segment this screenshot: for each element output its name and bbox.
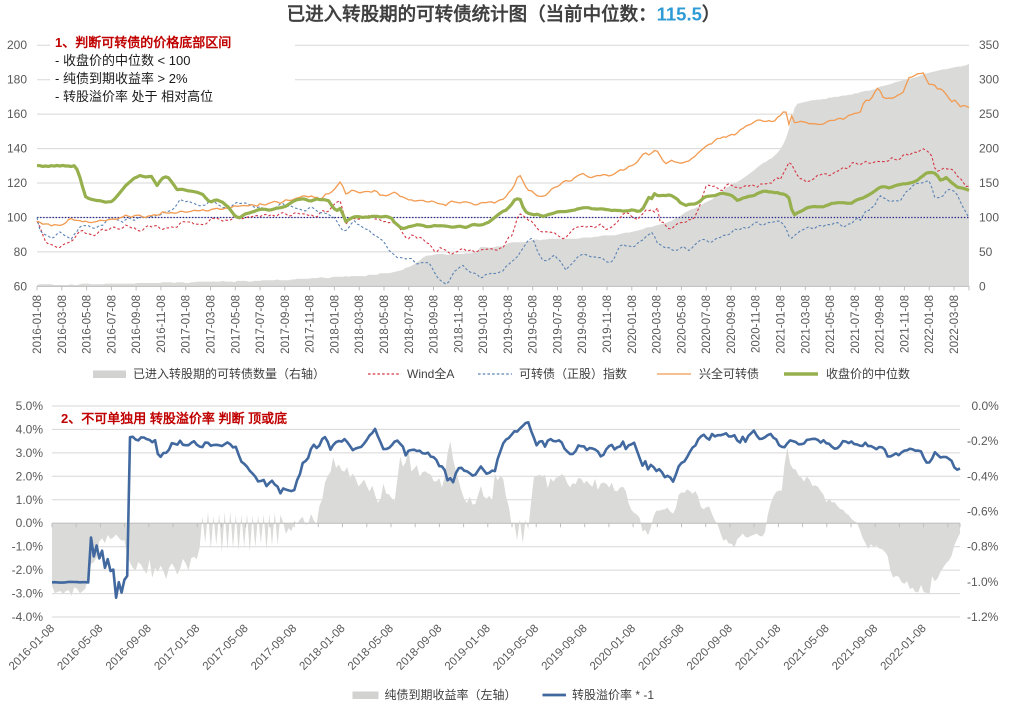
svg-text:-0.4%: -0.4% (967, 469, 999, 483)
svg-text:2018-03-08: 2018-03-08 (354, 295, 366, 354)
svg-text:2021-01-08: 2021-01-08 (776, 295, 788, 354)
svg-text:2019-09-08: 2019-09-08 (577, 295, 589, 354)
svg-text:2019-05-08: 2019-05-08 (528, 295, 540, 354)
svg-text:2016-05-08: 2016-05-08 (82, 295, 94, 354)
svg-text:200: 200 (979, 142, 999, 156)
svg-text:200: 200 (7, 38, 27, 52)
svg-text:80: 80 (14, 245, 28, 259)
svg-text:转股溢价率 * -1: 转股溢价率 * -1 (572, 687, 654, 702)
svg-text:2020-01-08: 2020-01-08 (627, 295, 639, 354)
svg-text:纯债到期收益率（左轴）: 纯债到期收益率（左轴） (385, 687, 517, 702)
svg-text:2020-07-08: 2020-07-08 (701, 295, 713, 354)
svg-text:100: 100 (979, 211, 999, 225)
svg-text:- 收盘价的中位数 < 100: - 收盘价的中位数 < 100 (55, 53, 190, 68)
svg-text:2021-09-08: 2021-09-08 (875, 295, 887, 354)
svg-text:0.0%: 0.0% (16, 516, 44, 530)
svg-text:2018-01-08: 2018-01-08 (329, 295, 341, 354)
svg-text:2018-11-08: 2018-11-08 (453, 295, 465, 353)
svg-text:2022-01-08: 2022-01-08 (924, 295, 936, 354)
svg-text:兴全可转债: 兴全可转债 (699, 366, 759, 381)
svg-text:已进入转股期的可转债数量（右轴）: 已进入转股期的可转债数量（右轴） (133, 366, 325, 381)
svg-text:350: 350 (979, 38, 999, 52)
svg-text:2021-07-08: 2021-07-08 (850, 295, 862, 354)
svg-text:60: 60 (14, 279, 28, 293)
svg-text:2020-09-08: 2020-09-08 (726, 295, 738, 354)
svg-text:2018-07-08: 2018-07-08 (404, 295, 416, 354)
svg-text:1.0%: 1.0% (16, 493, 44, 507)
svg-text:0.0%: 0.0% (972, 399, 1000, 413)
svg-text:180: 180 (7, 73, 27, 87)
svg-text:2.0%: 2.0% (16, 469, 44, 483)
svg-text:- 纯债到期收益率 > 2%: - 纯债到期收益率 > 2% (55, 71, 188, 86)
svg-text:50: 50 (979, 245, 993, 259)
svg-text:2016-09-08: 2016-09-08 (131, 295, 143, 354)
svg-text:2020-11-08: 2020-11-08 (751, 295, 763, 353)
svg-text:- 转股溢价率 处于 相对高位: - 转股溢价率 处于 相对高位 (55, 89, 213, 104)
svg-text:2018-09-08: 2018-09-08 (429, 295, 441, 354)
svg-text:2016-03-08: 2016-03-08 (57, 295, 69, 354)
svg-text:250: 250 (979, 107, 999, 121)
svg-text:-0.6%: -0.6% (967, 505, 999, 519)
svg-text:2017-07-08: 2017-07-08 (255, 295, 267, 354)
svg-text:-2.0%: -2.0% (12, 563, 44, 577)
svg-text:160: 160 (7, 107, 27, 121)
svg-text:2016-11-08: 2016-11-08 (156, 295, 168, 353)
svg-text:收盘价的中位数: 收盘价的中位数 (826, 366, 910, 381)
svg-text:Wind全A: Wind全A (407, 366, 454, 381)
svg-text:-3.0%: -3.0% (12, 587, 44, 601)
svg-text:已进入转股期的可转债统计图（当前中位数：115.5）: 已进入转股期的可转债统计图（当前中位数：115.5） (287, 4, 721, 25)
svg-text:-0.8%: -0.8% (967, 540, 999, 554)
svg-text:2019-01-08: 2019-01-08 (478, 295, 490, 354)
svg-text:2017-03-08: 2017-03-08 (206, 295, 218, 354)
svg-text:2020-05-08: 2020-05-08 (676, 295, 688, 354)
svg-text:2022-03-08: 2022-03-08 (949, 295, 961, 354)
svg-text:2017-01-08: 2017-01-08 (181, 295, 193, 354)
svg-text:-1.0%: -1.0% (967, 575, 999, 589)
svg-text:120: 120 (7, 176, 27, 190)
svg-text:2016-07-08: 2016-07-08 (106, 295, 118, 354)
svg-text:2016-01-08: 2016-01-08 (32, 295, 44, 354)
svg-text:2021-11-08: 2021-11-08 (899, 295, 911, 353)
svg-text:2019-11-08: 2019-11-08 (602, 295, 614, 353)
svg-text:2021-03-08: 2021-03-08 (800, 295, 812, 354)
svg-text:1、判断可转债的价格底部区间: 1、判断可转债的价格底部区间 (55, 35, 231, 50)
svg-text:3.0%: 3.0% (16, 446, 44, 460)
svg-text:2017-09-08: 2017-09-08 (280, 295, 292, 354)
svg-text:150: 150 (979, 176, 999, 190)
svg-text:2021-05-08: 2021-05-08 (825, 295, 837, 354)
svg-text:2018-05-08: 2018-05-08 (379, 295, 391, 354)
svg-text:0: 0 (979, 279, 986, 293)
svg-text:100: 100 (7, 211, 27, 225)
svg-text:2、不可单独用 转股溢价率 判断 顶或底: 2、不可单独用 转股溢价率 判断 顶或底 (61, 411, 287, 426)
svg-text:2017-11-08: 2017-11-08 (305, 295, 317, 353)
svg-text:2019-07-08: 2019-07-08 (553, 295, 565, 354)
svg-text:5.0%: 5.0% (16, 399, 44, 413)
svg-text:-0.2%: -0.2% (967, 434, 999, 448)
svg-text:140: 140 (7, 142, 27, 156)
svg-text:-1.0%: -1.0% (12, 540, 44, 554)
svg-text:2020-03-08: 2020-03-08 (652, 295, 664, 354)
svg-text:-1.2%: -1.2% (967, 610, 999, 624)
svg-text:300: 300 (979, 73, 999, 87)
svg-text:4.0%: 4.0% (16, 422, 44, 436)
svg-text:2017-05-08: 2017-05-08 (230, 295, 242, 354)
svg-text:可转债（正股）指数: 可转债（正股）指数 (519, 366, 627, 381)
svg-text:-4.0%: -4.0% (12, 610, 44, 624)
svg-text:2019-03-08: 2019-03-08 (503, 295, 515, 354)
